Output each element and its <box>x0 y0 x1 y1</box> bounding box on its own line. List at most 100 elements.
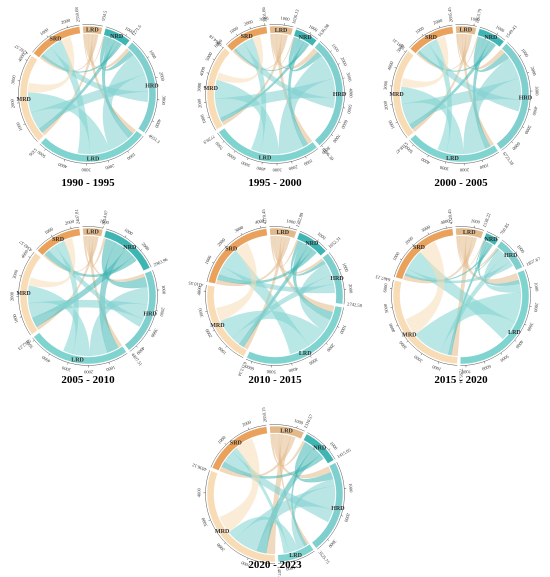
tick-label: 2000 <box>533 302 539 313</box>
tick-label: 2000 <box>433 18 444 26</box>
tick-label: 1000 <box>15 121 24 132</box>
segment-arc-lrd <box>246 305 343 365</box>
tick-label: 1000 <box>339 324 348 335</box>
axis-arc <box>105 26 131 40</box>
segment-arc-lrd <box>409 134 499 163</box>
axis-tick <box>427 155 429 158</box>
segment-total-label: 2650.15 <box>261 406 268 422</box>
tick-label: 2000 <box>243 19 254 27</box>
axis-arc <box>18 54 38 142</box>
segment-label: LRD <box>275 28 288 34</box>
tick-label: 3000 <box>259 16 270 22</box>
tick-label: 1000 <box>348 483 354 493</box>
chord-ribbon <box>217 248 317 285</box>
tick-label: 2000 <box>348 284 354 294</box>
axis-tick <box>420 353 423 356</box>
segment-label: SRD <box>413 245 426 251</box>
tick-label: 3000 <box>439 165 450 172</box>
tick-label: 1000 <box>123 227 134 237</box>
tick-label: 4000 <box>288 366 299 373</box>
segment-label: MRD <box>17 97 32 103</box>
tick-label: 2000 <box>141 241 151 252</box>
tick-label: 3000 <box>11 269 19 280</box>
axis-arc <box>269 424 305 432</box>
chord-ribbon <box>271 235 324 274</box>
tick-label: 7000 <box>332 133 342 144</box>
axis-arc <box>269 226 298 231</box>
tick-label: 3000 <box>327 539 337 550</box>
segment-label: MRD <box>215 529 230 535</box>
axis-tick <box>411 243 414 246</box>
segment-arc-lrd <box>277 543 314 563</box>
tick-label: 3000 <box>382 80 388 90</box>
axis-tick <box>207 116 210 118</box>
segment-label: LRD <box>280 429 293 435</box>
tick-label: 1000 <box>392 251 401 262</box>
tick-label: 1000 <box>204 254 213 265</box>
tick-label: 5000 <box>24 339 34 350</box>
panel-caption: 2020 - 2023 <box>248 559 302 571</box>
tick-label: 3000 <box>272 167 282 172</box>
axis-arc <box>501 239 525 267</box>
tick-label: 4000 <box>388 322 397 333</box>
segment-arc-srd <box>208 228 268 284</box>
segment-total-label: 1407.61 <box>277 566 283 577</box>
tick-label: 2000 <box>61 17 72 25</box>
chord-ribbon <box>83 33 105 65</box>
axis-arc <box>408 140 500 164</box>
tick-label: 3000 <box>196 82 202 92</box>
tick-label: 2000 <box>413 354 424 364</box>
tick-label: 1000 <box>286 218 297 225</box>
axis-tick <box>325 343 328 345</box>
axis-tick <box>339 268 342 270</box>
panel-caption: 1990 - 1995 <box>61 177 115 189</box>
tick-label: 8000 <box>320 145 331 155</box>
segment-total-label: 1538.22 <box>482 212 492 228</box>
segment-total-label: 5356 <box>28 147 38 158</box>
axis-tick <box>337 63 340 65</box>
tick-label: 1000 <box>39 27 50 37</box>
tick-label: 2000 <box>83 369 93 374</box>
axis-tick <box>522 126 525 128</box>
tick-label: 7000 <box>461 369 471 375</box>
segment-total-label: 1636.08 <box>317 22 331 37</box>
tick-label: 1000 <box>285 565 296 572</box>
axis-tick <box>63 159 66 162</box>
chord-ribbon <box>232 34 288 70</box>
panel-caption: 2015 - 2020 <box>434 374 488 386</box>
tick-label: 1000 <box>387 119 396 130</box>
chord-ribbon <box>235 42 336 109</box>
axis-tick <box>482 160 484 163</box>
tick-label: 1000 <box>99 218 110 225</box>
axis-tick <box>224 245 227 248</box>
panel-caption: 2000 - 2005 <box>434 177 488 189</box>
tick-label: 3000 <box>534 86 539 96</box>
segment-arc-nrd <box>103 28 131 47</box>
segment-arc-mrd <box>392 280 458 365</box>
axis-arc <box>18 251 35 336</box>
tick-label: 1000 <box>341 262 349 273</box>
axis-arc <box>205 284 244 359</box>
axis-tick <box>394 67 397 69</box>
tick-label: 1000 <box>470 218 481 225</box>
axis-tick <box>511 141 514 144</box>
chord-ribbon <box>483 249 522 293</box>
segment-label: NRD <box>484 35 498 41</box>
tick-label: 1000 <box>44 226 55 235</box>
segment-arc-lrd <box>455 227 484 239</box>
axis-tick <box>208 519 211 521</box>
tick-label: 4000 <box>57 162 68 170</box>
axis-tick <box>212 58 215 60</box>
tick-label: 1000 <box>302 158 313 167</box>
segment-arc-mrd <box>19 55 45 142</box>
axis-arc <box>205 470 276 564</box>
tick-label: 1000 <box>12 313 20 324</box>
axis-arc <box>206 226 267 282</box>
axis-tick <box>406 340 409 343</box>
segment-arc-hrd <box>496 43 530 150</box>
tick-label: 1000 <box>229 25 240 35</box>
tick-label: 3000 <box>200 516 208 527</box>
tick-label: 3000 <box>161 95 167 105</box>
segment-arc-srd <box>211 426 268 471</box>
tick-label: 3000 <box>150 328 159 339</box>
